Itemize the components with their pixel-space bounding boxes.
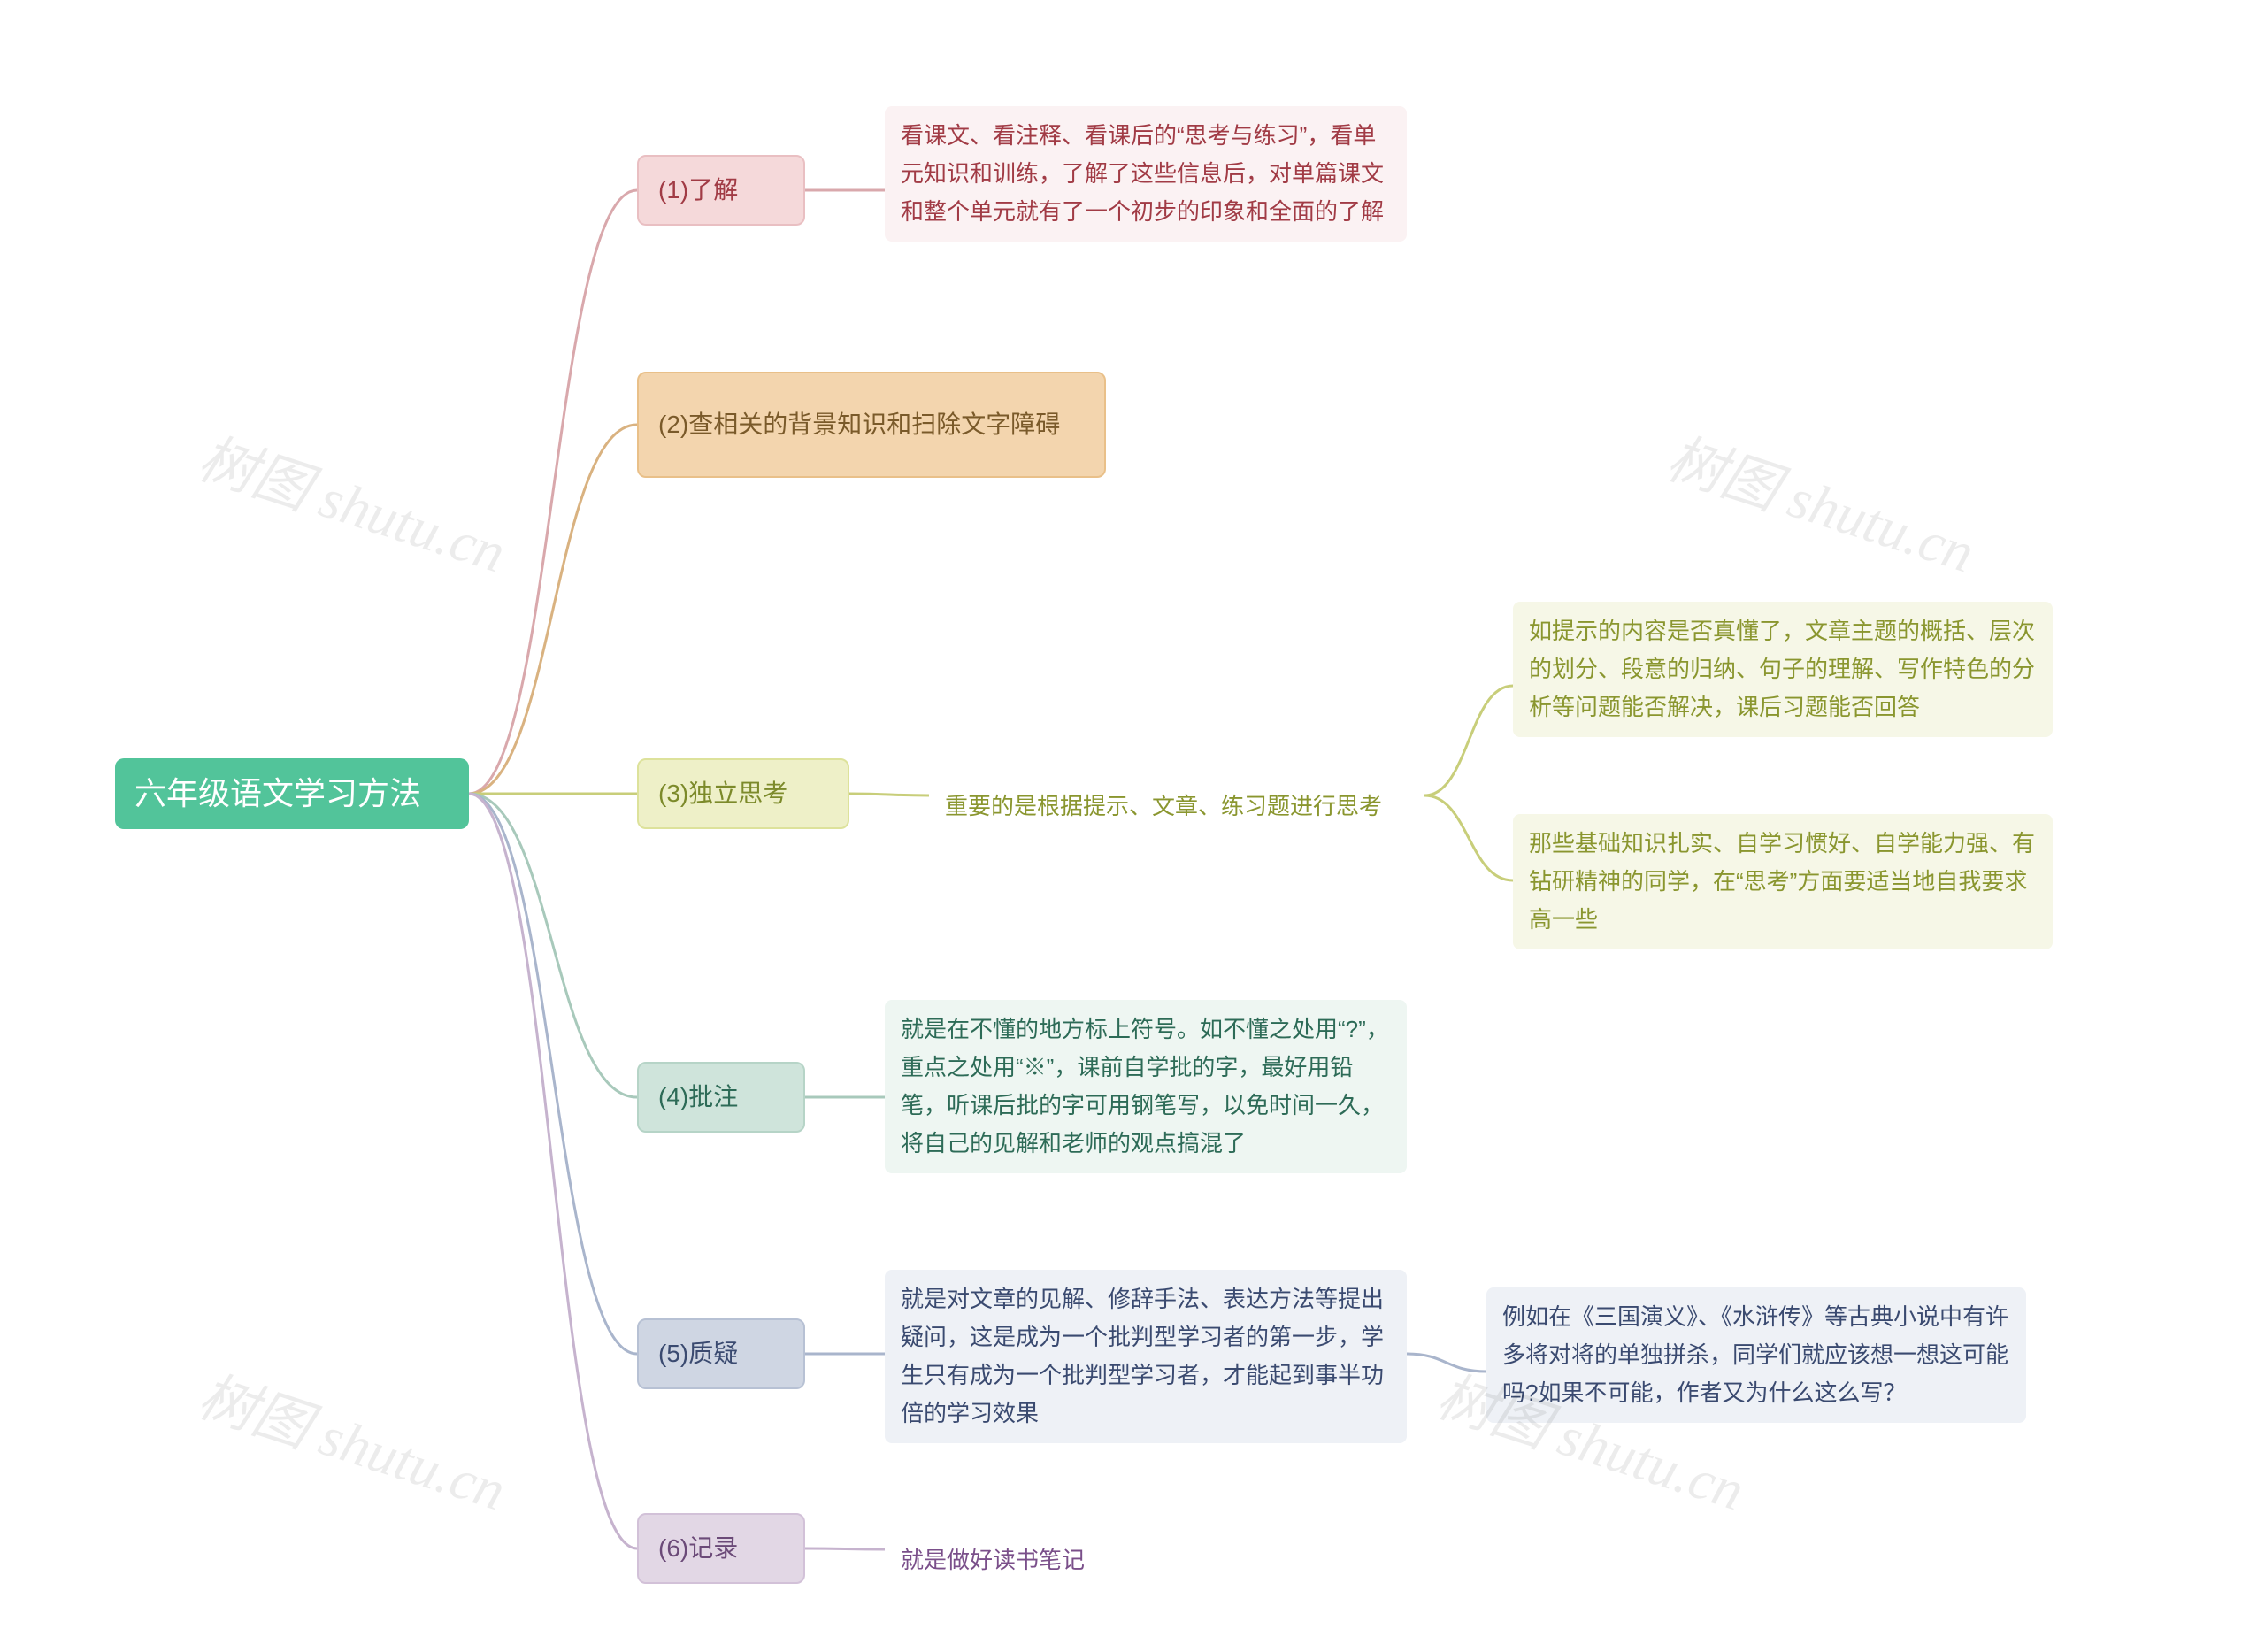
watermark: 树图 shutu.cn	[190, 1351, 518, 1526]
edge	[469, 190, 637, 794]
edge	[1407, 1354, 1486, 1372]
leaf-node[interactable]: 重要的是根据提示、文章、练习题进行思考	[929, 777, 1424, 836]
leaf-node[interactable]: 那些基础知识扎实、自学习惯好、自学能力强、有钻研精神的同学，在“思考”方面要适当…	[1513, 814, 2053, 949]
edge	[469, 425, 637, 794]
leaf-node[interactable]: 就是在不懂的地方标上符号。如不懂之处用“?”，重点之处用“※”，课前自学批的字，…	[885, 1000, 1407, 1173]
leaf-node[interactable]: 如提示的内容是否真懂了，文章主题的概括、层次的划分、段意的归纳、句子的理解、写作…	[1513, 602, 2053, 737]
leaf-node[interactable]: 例如在《三国演义》、《水浒传》等古典小说中有许多将对将的单独拼杀，同学们就应该想…	[1486, 1287, 2026, 1423]
mindmap-stage: 六年级语文学习方法 (1)了解 看课文、看注释、看课后的“思考与练习”，看单元知识和…	[0, 0, 2265, 1652]
branch-node[interactable]: (3)独立思考	[637, 758, 849, 829]
leaf-node[interactable]: 看课文、看注释、看课后的“思考与练习”，看单元知识和训练，了解了这些信息后，对单…	[885, 106, 1407, 242]
branch-node[interactable]: (2)查相关的背景知识和扫除文字障碍	[637, 372, 1106, 478]
branch-node[interactable]: (5)质疑	[637, 1318, 805, 1389]
leaf-node[interactable]: 就是对文章的见解、修辞手法、表达方法等提出疑问，这是成为一个批判型学习者的第一步…	[885, 1270, 1407, 1443]
root-node[interactable]: 六年级语文学习方法	[115, 758, 469, 829]
edge	[469, 794, 637, 1354]
edge	[849, 794, 929, 795]
branch-node[interactable]: (4)批注	[637, 1062, 805, 1133]
leaf-node[interactable]: 就是做好读书笔记	[885, 1531, 1115, 1590]
edge	[469, 794, 637, 1548]
watermark: 树图 shutu.cn	[190, 413, 518, 588]
edge	[1424, 686, 1513, 795]
edge	[805, 1548, 885, 1549]
watermark: 树图 shutu.cn	[1659, 413, 1986, 588]
edge	[469, 794, 637, 1097]
edge	[1424, 795, 1513, 880]
branch-node[interactable]: (6)记录	[637, 1513, 805, 1584]
branch-node[interactable]: (1)了解	[637, 155, 805, 226]
